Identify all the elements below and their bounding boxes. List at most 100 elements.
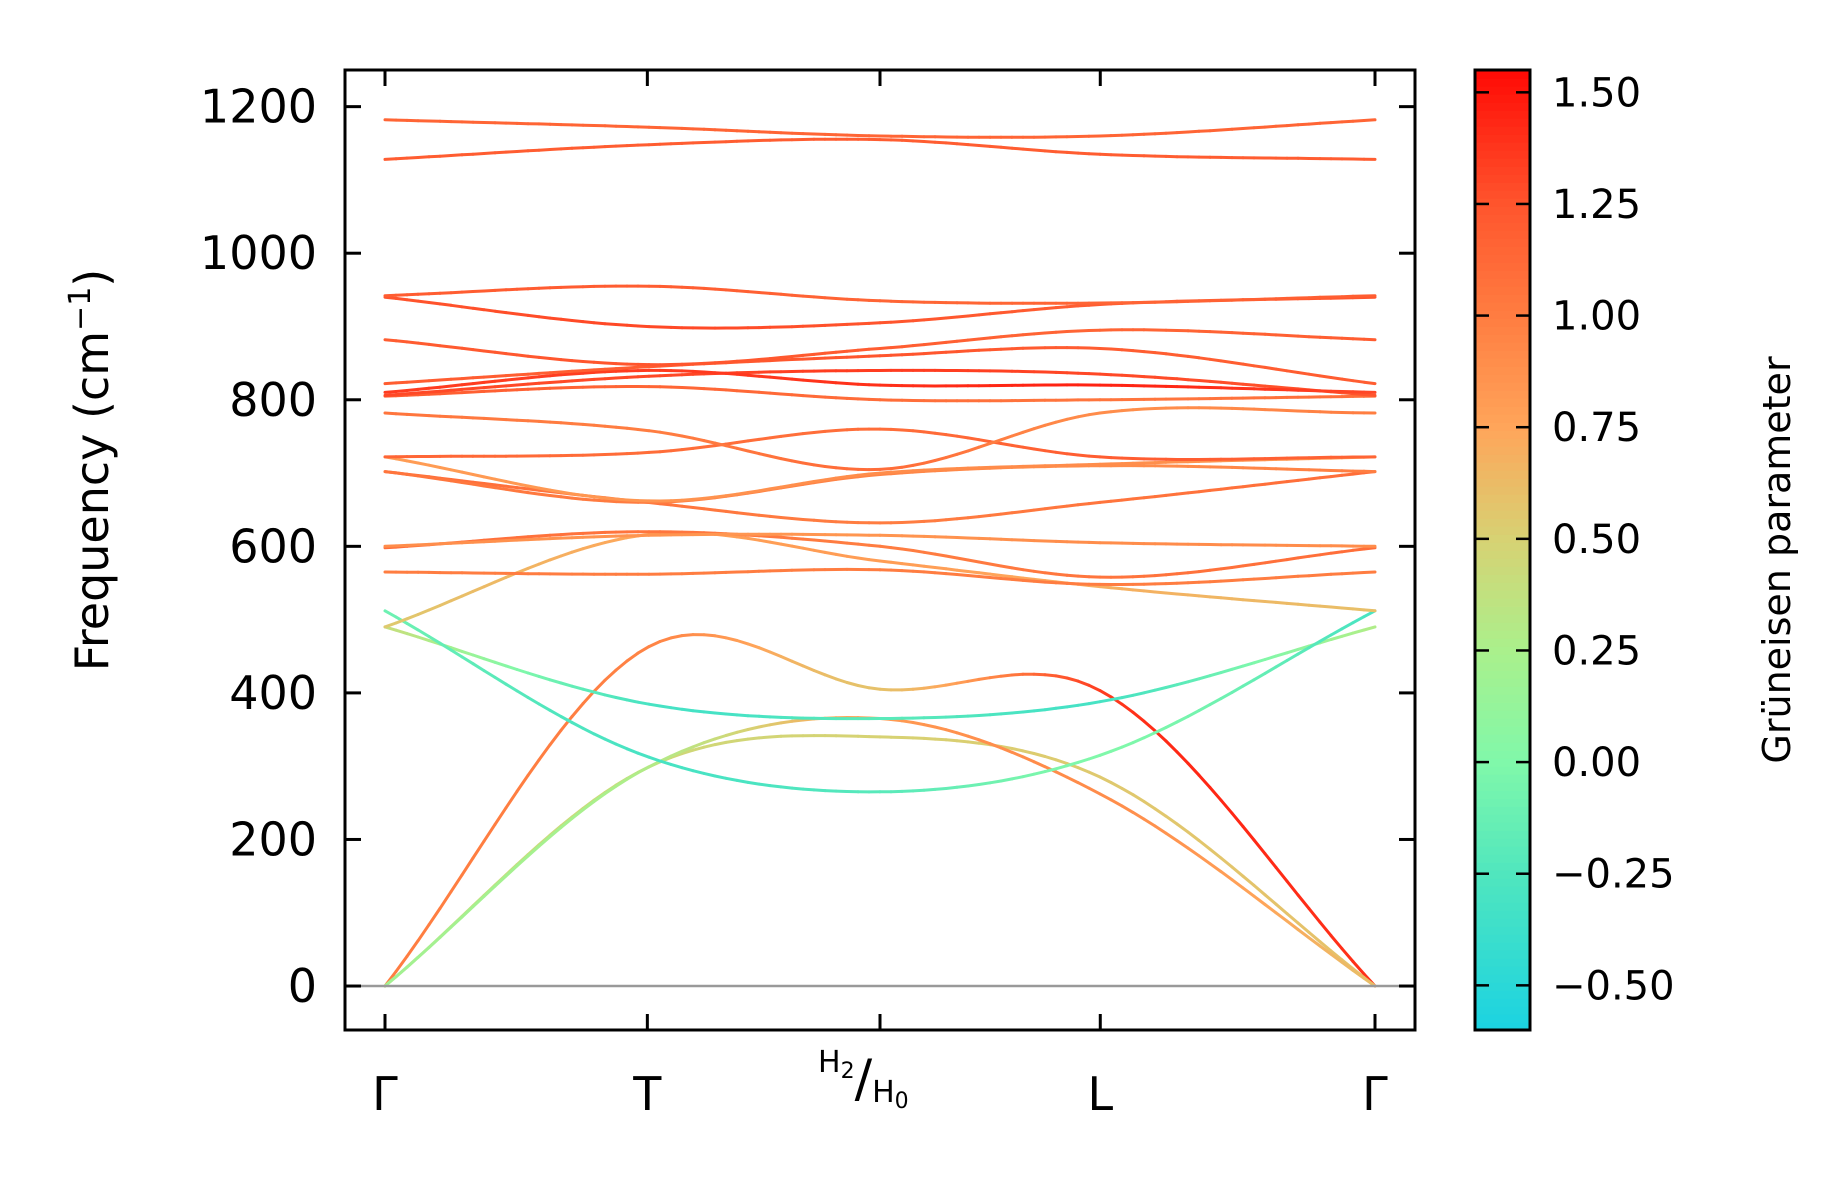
- band-segment: [1164, 572, 1179, 577]
- band-segment: [471, 386, 486, 390]
- band-segment: [515, 353, 530, 358]
- band-segment: [999, 574, 1014, 579]
- band-segment: [427, 385, 442, 390]
- band-segment: [1120, 408, 1135, 413]
- band-segment: [548, 533, 563, 537]
- band-segment: [955, 679, 970, 685]
- band-segment: [977, 571, 992, 576]
- band-segment: [559, 681, 574, 688]
- band-segment: [394, 296, 409, 302]
- band-segment: [625, 747, 640, 755]
- band-segment: [988, 335, 1003, 340]
- band-segment: [1076, 781, 1091, 790]
- band-segment: [999, 442, 1014, 447]
- band-segment: [405, 472, 420, 478]
- band-segment: [482, 308, 497, 313]
- band-segment: [1307, 930, 1322, 944]
- band-segment: [680, 497, 695, 502]
- band-segment: [746, 725, 761, 731]
- band-segment: [834, 349, 849, 354]
- band-segment: [779, 358, 794, 362]
- band-segment: [1054, 770, 1069, 779]
- colorbar-band: [1475, 502, 1530, 511]
- band-segment: [1010, 575, 1025, 580]
- band-segment: [801, 461, 816, 467]
- band-segment: [548, 147, 563, 151]
- band-segment: [1362, 546, 1377, 551]
- band-segment: [1087, 411, 1102, 417]
- band-segment: [889, 568, 904, 573]
- band-segment: [735, 289, 750, 294]
- band-segment: [515, 387, 530, 392]
- band-segment: [1065, 503, 1080, 508]
- band-segment: [680, 434, 695, 440]
- band-segment: [570, 422, 585, 426]
- band-segment: [911, 721, 926, 727]
- band-segment: [1197, 854, 1212, 866]
- band-segment: [1065, 703, 1080, 709]
- band-segment: [515, 489, 530, 495]
- band-segment: [581, 544, 596, 551]
- band-segment: [724, 444, 739, 450]
- band-segment: [1186, 129, 1201, 134]
- band-segment: [977, 738, 992, 746]
- band-segment: [1076, 151, 1091, 156]
- band-segment: [1351, 960, 1366, 976]
- band-segment: [1274, 651, 1289, 658]
- band-segment: [625, 375, 640, 379]
- band-segment: [944, 785, 959, 790]
- band-segment: [845, 297, 860, 302]
- band-segment: [812, 323, 827, 328]
- band-segment: [1263, 384, 1278, 389]
- colorbar-band: [1475, 518, 1530, 527]
- band-segment: [966, 337, 981, 342]
- band-segment: [1032, 752, 1047, 758]
- band-segment: [922, 430, 937, 435]
- band-segment: [559, 372, 574, 377]
- band-segment: [944, 517, 959, 522]
- band-segment: [845, 554, 860, 560]
- colorbar-band: [1475, 374, 1530, 383]
- band-segment: [988, 438, 1003, 445]
- band-segment: [999, 711, 1014, 716]
- band-segment: [526, 758, 541, 777]
- colorbar-band: [1475, 982, 1530, 991]
- band-segment: [1043, 571, 1058, 576]
- band-segment: [482, 385, 497, 390]
- band-segment: [438, 344, 453, 349]
- band-segment: [801, 352, 816, 357]
- band-segment: [592, 792, 607, 803]
- band-segment: [922, 723, 937, 729]
- band-segment: [691, 369, 706, 374]
- band-segment: [790, 432, 805, 437]
- band-segment: [559, 490, 574, 496]
- x-tick-label: Γ: [372, 1067, 398, 1121]
- colorbar-band: [1475, 646, 1530, 655]
- band-segment: [790, 293, 805, 298]
- band-segment: [383, 470, 398, 475]
- band-segment: [1054, 674, 1069, 680]
- band-segment: [1285, 919, 1300, 931]
- band-segment: [691, 506, 706, 511]
- colorbar-band: [1475, 542, 1530, 551]
- band-segment: [1087, 500, 1102, 506]
- band-segment: [1065, 760, 1080, 768]
- band-segment: [691, 386, 706, 391]
- band-curves: [383, 118, 1377, 988]
- band-segment: [966, 558, 981, 564]
- band-segment: [1197, 356, 1212, 361]
- band-segment: [1252, 658, 1267, 665]
- band-segment: [493, 150, 508, 155]
- band-segment: [746, 437, 761, 443]
- band-segment: [1274, 333, 1289, 337]
- band-segment: [845, 681, 860, 687]
- band-segment: [427, 291, 442, 296]
- colorbar-band: [1475, 1006, 1530, 1015]
- band-segment: [383, 157, 398, 161]
- colorbar-band: [1475, 398, 1530, 407]
- band-segment: [405, 156, 420, 160]
- band-segment: [801, 518, 816, 522]
- band-segment: [1252, 599, 1267, 603]
- band-segment: [680, 633, 695, 638]
- colorbar-band: [1475, 926, 1530, 935]
